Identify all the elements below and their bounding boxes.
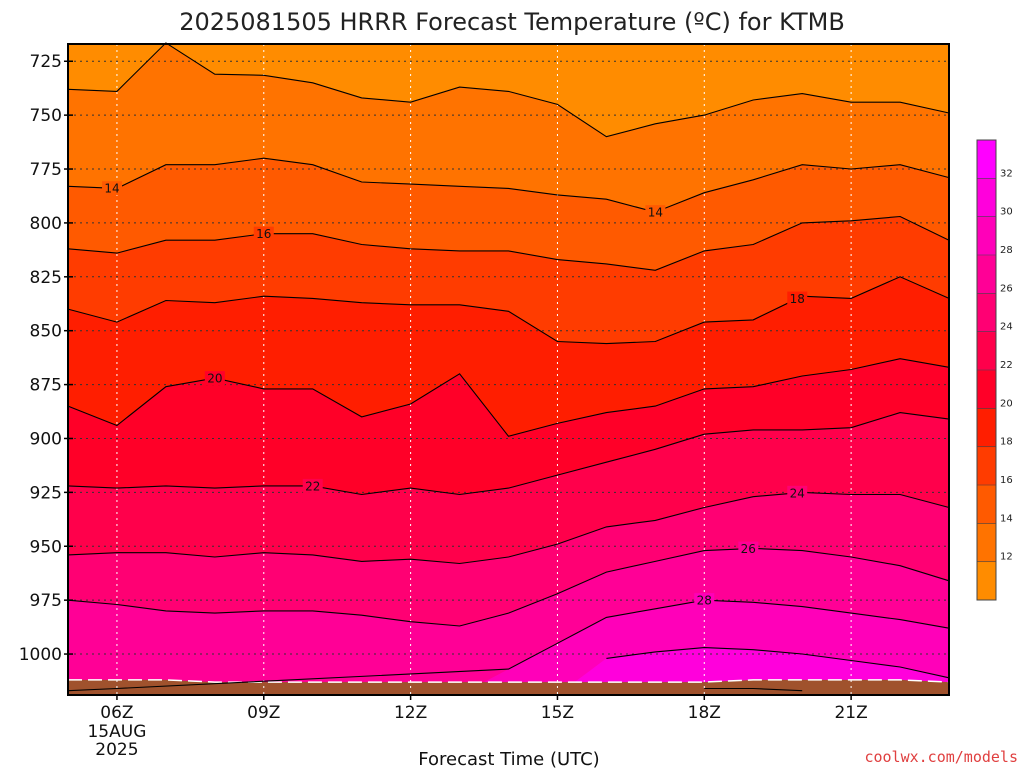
x-tick-label: 09Z (247, 703, 280, 723)
y-tick-label: 950 (30, 537, 62, 557)
y-tick-label: 975 (30, 591, 62, 611)
colorbar-swatch (977, 485, 996, 524)
plot-area (68, 44, 950, 695)
ground-fill (68, 679, 949, 695)
colorbar-tick-label: 20 (1000, 398, 1013, 409)
colorbar-tick-label: 16 (1000, 475, 1013, 486)
colorbar-swatch (977, 140, 996, 179)
colorbar-tick-label: 14 (1000, 513, 1013, 524)
y-tick-label: 825 (30, 268, 62, 288)
contour-label-28: 28 (697, 594, 712, 608)
chart-title: 2025081505 HRRR Forecast Temperature (ºC… (179, 8, 845, 36)
x-axis-label: Forecast Time (UTC) (418, 749, 599, 768)
contour-14 (67, 157, 950, 213)
colorbar-swatch (977, 255, 996, 294)
contour-label-14: 14 (648, 206, 663, 220)
colorbar-swatch (977, 331, 996, 371)
contour-26 (67, 547, 950, 627)
colorbar-tick-label: 30 (1000, 207, 1013, 218)
x-tick-label: 12Z (394, 703, 427, 723)
colorbar-swatch (977, 178, 996, 218)
colorbar: 12 14 16 18 20 22 24 26 28 30 32 (976, 139, 1013, 601)
colorbar-tick-label: 24 (1000, 322, 1013, 333)
contour-12 (67, 42, 950, 138)
plot-frame (67, 43, 950, 696)
contour-label-bg (645, 205, 666, 220)
colorbar-swatch (977, 216, 996, 256)
y-tick-label: 1000 (19, 645, 62, 665)
contour-label-26: 26 (741, 542, 756, 556)
contour-label-18: 18 (790, 292, 805, 306)
contour-32 (704, 687, 803, 692)
contour-label-20: 20 (207, 372, 222, 386)
colorbar-tick-label: 32 (1000, 168, 1013, 179)
date-label: 15AUG (87, 722, 146, 742)
contour-28 (67, 599, 950, 692)
axes: 725 750 775 800 825 850 875 900 925 950 975 1000 06Z… (19, 43, 950, 760)
colorbar-tick-label: 22 (1000, 360, 1013, 371)
contour-label-16: 16 (256, 227, 271, 241)
colorbar-swatch (977, 408, 996, 448)
colorbar-swatch (977, 293, 996, 333)
colorbar-tick-label: 26 (1000, 283, 1013, 294)
contour-label-bg (204, 371, 225, 386)
colorbar-tick-label: 28 (1000, 245, 1013, 256)
contour-22 (67, 412, 950, 496)
x-tick-label: 15Z (541, 703, 574, 723)
colorbar-tick-label: 12 (1000, 552, 1013, 563)
y-tick-label: 925 (30, 483, 62, 503)
colorbar-tick-label: 18 (1000, 437, 1013, 448)
y-tick-label: 875 (30, 376, 62, 396)
year-label: 2025 (95, 740, 138, 760)
contour-label-24: 24 (790, 486, 805, 500)
surface-line (68, 679, 950, 683)
contour-label-bg (253, 226, 274, 241)
contour-label-bg (738, 541, 759, 556)
x-tick-label: 21Z (834, 703, 867, 723)
y-tick-label: 850 (30, 322, 62, 342)
y-tick-label: 900 (30, 429, 62, 449)
colorbar-swatch (977, 561, 996, 601)
colorbar-swatch (977, 370, 996, 409)
contour-label-bg (302, 478, 323, 493)
colorbar-swatch (977, 523, 996, 563)
contour-label-bg (694, 593, 715, 608)
x-tick-label: 18Z (688, 703, 721, 723)
contour-lines: 14 14 16 18 20 22 24 26 28 (67, 42, 950, 692)
contour-30 (606, 647, 950, 679)
contour-label-22: 22 (305, 479, 320, 493)
contour-label-bg (787, 485, 808, 500)
colorbar-swatch (977, 446, 996, 486)
x-tick-label: 06Z (100, 703, 133, 723)
contour-16 (67, 215, 950, 271)
y-tick-label: 775 (30, 160, 62, 180)
y-tick-label: 725 (30, 52, 62, 72)
contour-label-14: 14 (104, 182, 119, 196)
contour-label-bg (102, 181, 123, 196)
credit-text: coolwx.com/models (864, 748, 1018, 766)
y-tick-label: 800 (30, 214, 62, 234)
contour-label-bg (787, 291, 808, 306)
y-tick-label: 750 (30, 106, 62, 126)
